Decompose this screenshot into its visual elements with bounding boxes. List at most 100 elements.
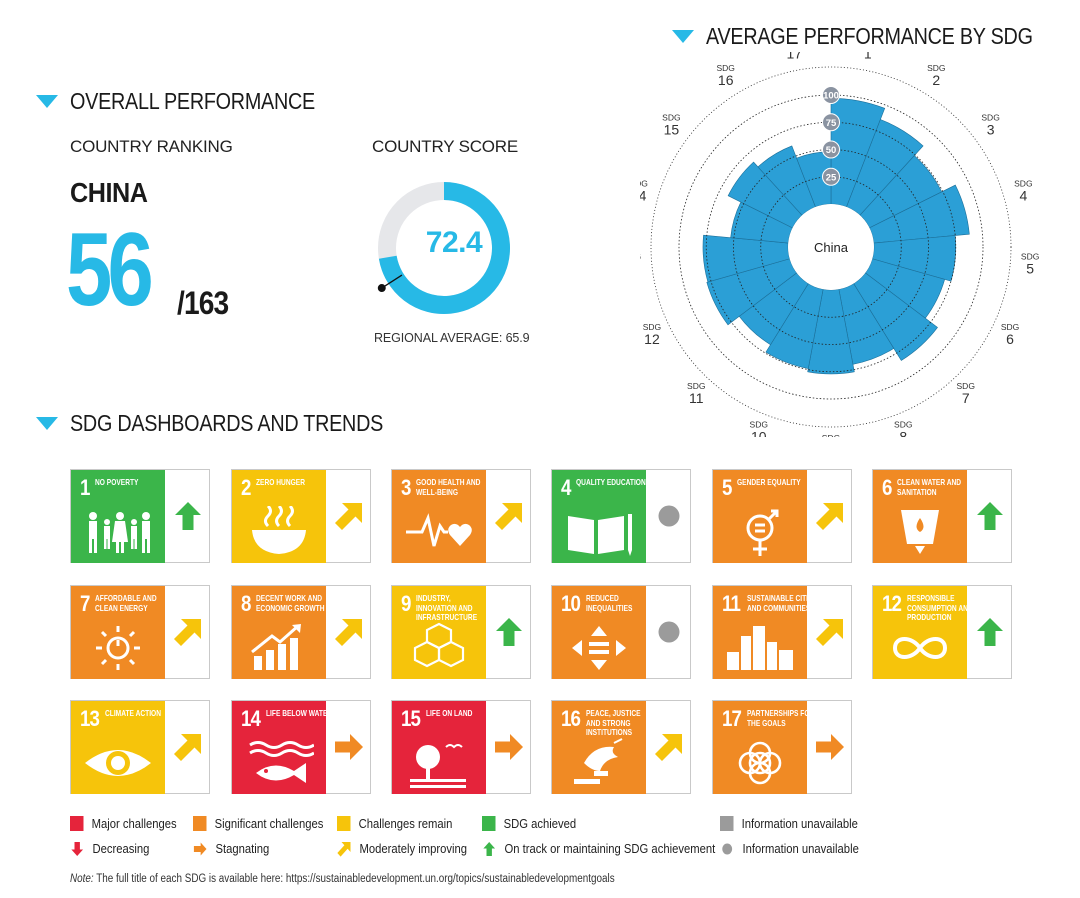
sdg-number: 17: [722, 706, 742, 731]
legend-label: Major challenges: [91, 816, 177, 831]
arrow-right-icon: [193, 842, 207, 856]
arrow-up-icon: [483, 842, 496, 856]
arrow-right-icon: [495, 734, 523, 760]
sdg-name: Affordable and Clean Energy: [95, 593, 157, 613]
arrow-diagonal-icon: [174, 619, 201, 646]
sdg-name: Gender Equality: [737, 477, 801, 487]
legend-label: Challenges remain: [358, 816, 453, 831]
sdg-name: Life On Land: [426, 708, 473, 718]
overall-performance-heading: OVERALL PERFORMANCE: [36, 88, 355, 115]
legend-label: Information unavailable: [742, 842, 859, 856]
arrow-diagonal-icon: [335, 619, 362, 646]
fish-icon: [249, 741, 314, 783]
growth-icon: [251, 624, 301, 670]
sdg-number: 15: [401, 706, 421, 731]
sdg-tile-17: 17 Partnerships for the Goals: [712, 700, 852, 794]
sdg-name: Climate Action: [105, 708, 161, 718]
sdg-tile-14: 14 Life Below Water: [231, 700, 371, 794]
sdg-number: 4: [561, 475, 571, 500]
polar-category-label: 3: [987, 121, 995, 137]
sdg-tile-13: 13 Climate Action: [70, 700, 210, 794]
polar-category-label: 14: [640, 187, 647, 203]
equal-icon: [572, 626, 626, 670]
polar-category-prefix: SDG: [662, 112, 680, 122]
polar-category-label: 16: [718, 72, 734, 88]
sdg-icon-box: 4 Quality Education: [552, 470, 646, 563]
legend-label: Stagnating: [215, 842, 270, 856]
sdg-name: Peace, Justice and Strong Institutions: [586, 708, 641, 737]
ring-tick-badge: [822, 140, 840, 159]
polar-category-label: 2: [932, 72, 940, 88]
polar-ring-100: [678, 94, 984, 400]
polar-category-label: 12: [644, 331, 660, 347]
country-rank: 56: [66, 212, 154, 328]
sdg-icon-box: 15 Life On Land: [392, 701, 486, 794]
polar-center-label: China: [814, 240, 849, 255]
sdg-tile-5: 5 Gender Equality: [712, 469, 852, 563]
sdg-tile-9: 9 Industry, Innovation and Infrastructure: [391, 585, 531, 679]
sdg-name: Partnerships for the Goals: [747, 708, 815, 728]
polar-category-label: 5: [1026, 260, 1034, 276]
sdg-tile-11: 11 Sustainable Cities and Communities: [712, 585, 852, 679]
loop-icon: [892, 637, 948, 659]
sdg-tile-2: 2 Zero Hunger: [231, 469, 371, 563]
ring-tick-label: 100: [823, 91, 839, 102]
book-icon: [568, 514, 632, 556]
sdg-tile-7: 7 Affordable and Clean Energy: [70, 585, 210, 679]
sdg-number: 2: [241, 475, 251, 500]
regional-average-dot: [377, 284, 386, 293]
regional-average-marker: [381, 274, 403, 289]
sdg-number: 8: [241, 591, 251, 616]
legend-info-square: Information unavailable: [720, 816, 858, 831]
yellow-swatch-icon: [337, 816, 351, 831]
orange-swatch-icon: [193, 816, 207, 831]
grey-swatch-icon: [720, 816, 734, 831]
legend-moderate: Moderately improving: [337, 841, 467, 857]
arrow-right-icon: [335, 734, 363, 760]
rings-icon: [738, 741, 782, 785]
sdg-number: 7: [80, 591, 90, 616]
sdg-polar-chart: China255075100SDG1SDG2SDG3SDG4SDG5SDG6SD…: [640, 52, 1039, 437]
cubes-icon: [413, 622, 465, 668]
score-value: 72.4: [425, 226, 483, 259]
sdg-number: 5: [722, 475, 732, 500]
polar-category-label: 4: [1019, 187, 1027, 203]
sdg-icon-box: 5 Gender Equality: [713, 470, 807, 563]
sdg-tile-12: 12 Responsible Consumption and Production: [872, 585, 1012, 679]
legend-label: Significant challenges: [214, 816, 324, 831]
polar-category-prefix: SDG: [894, 419, 912, 429]
sdg-name: Decent Work and Economic Growth: [256, 593, 325, 613]
legend-major: Major challenges: [70, 816, 177, 831]
heart-icon: [406, 513, 472, 547]
score-donut-chart: [377, 182, 510, 314]
polar-ring-75: [705, 121, 957, 373]
polar-category-prefix: SDG: [1021, 251, 1039, 261]
ring-tick-badge: [822, 86, 840, 104]
city-icon: [727, 626, 793, 670]
sdg-number: 6: [882, 475, 892, 500]
arrow-diagonal-icon: [655, 734, 682, 761]
gender-icon: [746, 509, 779, 556]
legend-label: On track or maintaining SDG achievement: [504, 842, 716, 856]
polar-category-prefix: SDG: [927, 63, 945, 73]
sdg-number: 1: [80, 475, 90, 500]
polar-category-prefix: SDG: [1001, 322, 1019, 332]
sdg-icon-box: 6 Clean Water and Sanitation: [873, 470, 967, 563]
arrow-up-icon: [175, 502, 201, 530]
legend-info-dot: Information unavailable: [720, 841, 859, 857]
legend-achieved: SDG achieved: [482, 816, 576, 831]
sdg-name: Industry, Innovation and Infrastructure: [416, 593, 478, 622]
sdg-icon-box: 1 No Poverty: [71, 470, 165, 563]
sun-icon: [96, 626, 140, 670]
sdg-name: Life Below Water: [266, 708, 333, 718]
sdg-tile-8: 8 Decent Work and Economic Growth: [231, 585, 371, 679]
legend-stagnating: Stagnating: [193, 841, 269, 857]
sdg-number: 13: [80, 706, 100, 731]
polar-outer-ring: [650, 66, 1012, 428]
legend-label: Decreasing: [92, 842, 150, 856]
arrow-diagonal-icon: [174, 734, 201, 761]
sdg-name: Quality Education: [576, 477, 646, 487]
sdg-name: Responsible Consumption and Production: [907, 593, 973, 622]
sdg-icon-box: 7 Affordable and Clean Energy: [71, 586, 165, 679]
grey-dot-icon: [658, 621, 680, 643]
